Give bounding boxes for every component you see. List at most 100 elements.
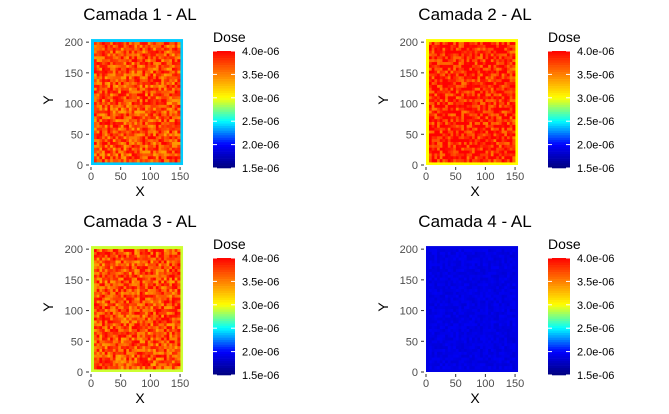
heatmap-cell bbox=[445, 274, 449, 279]
heatmap-cell bbox=[158, 156, 162, 160]
heatmap-cell bbox=[506, 297, 511, 301]
heatmap-cell bbox=[145, 294, 149, 299]
heatmap-cell bbox=[118, 59, 122, 63]
heatmap-cell bbox=[131, 42, 135, 46]
heatmap-cell bbox=[128, 314, 133, 319]
heatmap-cell bbox=[118, 96, 122, 100]
heatmap-cell bbox=[504, 269, 508, 273]
heatmap-cell bbox=[174, 254, 178, 259]
heatmap-cell bbox=[469, 127, 473, 131]
heatmap-cell bbox=[437, 104, 441, 109]
heatmap-cell bbox=[482, 116, 486, 120]
heatmap-cell bbox=[431, 113, 435, 117]
heatmap-cell bbox=[455, 303, 459, 307]
heatmap-cell bbox=[469, 144, 473, 149]
heatmap-cell bbox=[445, 110, 449, 114]
heatmap-cell bbox=[123, 44, 127, 49]
heatmap-cell bbox=[431, 280, 435, 284]
heatmap-cell bbox=[431, 50, 435, 54]
heatmap-cell bbox=[166, 277, 170, 281]
heatmap-cell bbox=[509, 62, 513, 66]
heatmap-cell bbox=[134, 280, 138, 284]
heatmap-cell bbox=[94, 257, 98, 261]
heatmap-cell bbox=[118, 263, 122, 267]
heatmap-cell bbox=[107, 297, 111, 301]
heatmap-cell bbox=[169, 144, 173, 149]
heatmap-cell bbox=[134, 329, 138, 333]
heatmap-cell bbox=[488, 47, 492, 52]
heatmap-cell bbox=[466, 124, 470, 129]
heatmap-cell bbox=[110, 269, 114, 273]
heatmap-cell bbox=[177, 354, 181, 358]
heatmap-cell bbox=[102, 329, 106, 333]
heatmap-cell bbox=[104, 331, 108, 336]
heatmap-cell bbox=[150, 159, 154, 163]
heatmap-cell bbox=[177, 102, 181, 106]
heatmap-cell bbox=[163, 47, 167, 52]
heatmap-cell bbox=[169, 366, 173, 370]
heatmap-cell bbox=[506, 159, 511, 163]
heatmap-cell bbox=[102, 130, 106, 134]
heatmap-cell bbox=[131, 260, 135, 264]
heatmap-cell bbox=[177, 150, 181, 154]
heatmap-cell bbox=[99, 294, 103, 299]
heatmap-cell bbox=[445, 122, 449, 126]
heatmap-cell bbox=[493, 306, 497, 310]
heatmap-cell bbox=[431, 153, 435, 157]
heatmap-cell bbox=[166, 122, 170, 126]
heatmap-cell bbox=[112, 280, 116, 284]
heatmap-cell bbox=[131, 274, 135, 279]
heatmap-cell bbox=[153, 150, 157, 154]
heatmap-cell bbox=[463, 289, 468, 293]
heatmap-cell bbox=[442, 159, 446, 163]
heatmap-cell bbox=[150, 156, 154, 160]
heatmap-cell bbox=[134, 306, 138, 310]
heatmap-cell bbox=[463, 251, 468, 256]
heatmap-cell bbox=[174, 291, 178, 296]
heatmap-cell bbox=[128, 87, 133, 92]
heatmap-cell bbox=[134, 337, 138, 341]
heatmap-cell bbox=[150, 337, 154, 341]
heatmap-cell bbox=[453, 303, 457, 307]
heatmap-cell bbox=[153, 133, 157, 137]
heatmap-cell bbox=[126, 346, 130, 350]
heatmap-cell bbox=[118, 84, 122, 89]
heatmap-cell bbox=[115, 277, 119, 281]
colorbar-step bbox=[548, 149, 570, 152]
heatmap-cell bbox=[96, 136, 100, 140]
heatmap-cell bbox=[150, 363, 154, 367]
heatmap-cell bbox=[153, 144, 157, 149]
heatmap-cell bbox=[177, 59, 181, 63]
heatmap-cell bbox=[120, 56, 124, 60]
heatmap-cell bbox=[161, 102, 165, 106]
heatmap-cell bbox=[104, 73, 108, 77]
heatmap-cell bbox=[509, 96, 513, 100]
heatmap-cell bbox=[485, 84, 489, 89]
heatmap-cell bbox=[493, 62, 497, 66]
heatmap-cell bbox=[110, 297, 114, 301]
heatmap-cell bbox=[169, 119, 173, 123]
heatmap-cell bbox=[493, 153, 497, 157]
heatmap-cell bbox=[145, 67, 149, 72]
heatmap-cell bbox=[99, 326, 103, 330]
heatmap-cell bbox=[455, 294, 459, 299]
heatmap-cell bbox=[128, 311, 133, 316]
heatmap-cell bbox=[104, 50, 108, 54]
heatmap-cell bbox=[99, 346, 103, 350]
heatmap-cell bbox=[118, 354, 122, 358]
heatmap-cell bbox=[104, 354, 108, 358]
heatmap-cell bbox=[493, 150, 497, 154]
heatmap-cell bbox=[94, 42, 98, 46]
heatmap-cell bbox=[498, 251, 502, 256]
heatmap-cell bbox=[477, 64, 481, 69]
heatmap-cell bbox=[512, 87, 516, 92]
heatmap-cell bbox=[126, 360, 130, 364]
heatmap-cell bbox=[437, 254, 441, 259]
heatmap-cell bbox=[99, 107, 103, 112]
heatmap-cell bbox=[161, 99, 165, 103]
heatmap-cell bbox=[450, 294, 454, 299]
heatmap-cell bbox=[99, 271, 103, 276]
heatmap-cell bbox=[150, 289, 154, 293]
heatmap-cell bbox=[123, 64, 127, 69]
heatmap-cell bbox=[442, 294, 446, 299]
